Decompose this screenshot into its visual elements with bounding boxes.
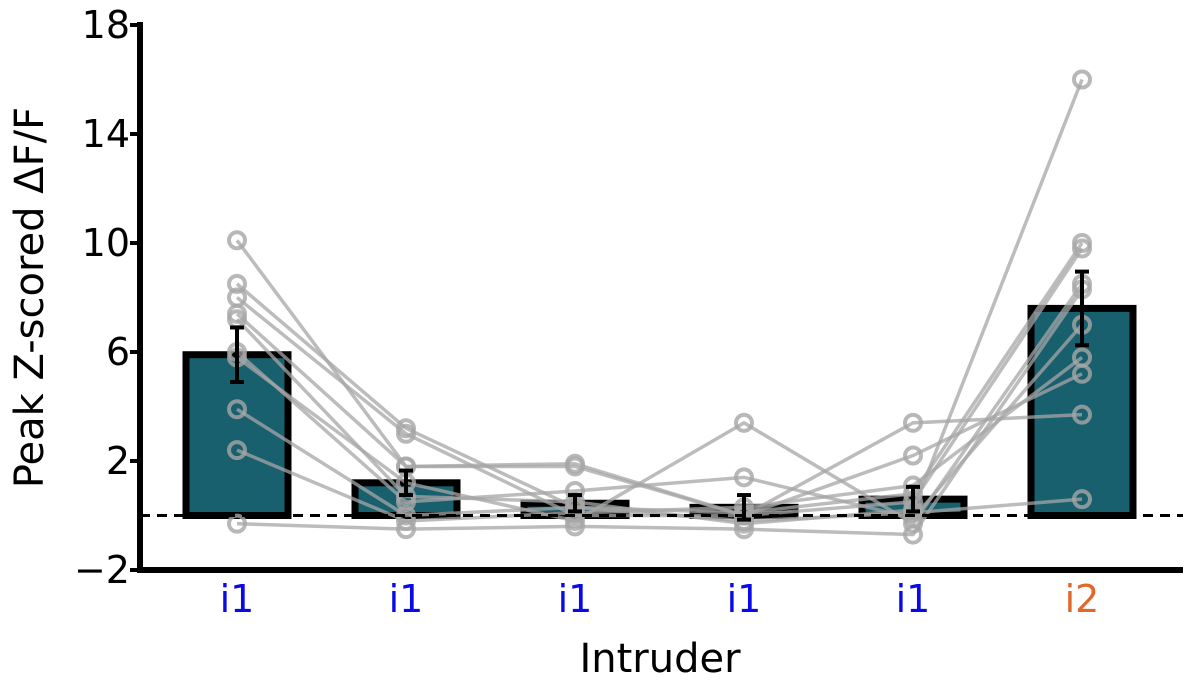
error-bar — [399, 468, 413, 498]
subject-point — [396, 510, 416, 531]
subject-point — [903, 524, 923, 545]
x-axis-title: Intruder — [579, 636, 741, 682]
subject-point — [1072, 347, 1092, 368]
subject-point — [565, 453, 585, 474]
subject-point — [1072, 404, 1092, 425]
x-tick-label: i1 — [389, 577, 424, 621]
subject-point — [227, 273, 247, 294]
subject-line — [236, 356, 1084, 523]
error-bar — [1075, 269, 1089, 348]
y-tick-label: 18 — [82, 3, 130, 47]
error-bar — [230, 325, 244, 384]
subject-point — [1072, 489, 1092, 510]
subject-point — [1072, 233, 1092, 253]
subject-point — [734, 412, 754, 433]
subject-point — [903, 412, 923, 433]
subject-point — [565, 516, 585, 537]
y-axis-title: Peak Z-scored ΔF/F — [7, 107, 53, 488]
y-tick-label: −2 — [74, 548, 130, 592]
subject-point — [903, 445, 923, 466]
x-tick-labels-layer: i1 i1 i1 i1 i1 i2 — [220, 577, 1100, 621]
subject-point — [396, 519, 416, 540]
x-tick-label: i2 — [1065, 577, 1100, 621]
subject-point — [1072, 69, 1092, 90]
subject-point — [227, 513, 247, 534]
subject-line — [235, 247, 1084, 518]
y-tick-label: 2 — [106, 439, 130, 483]
subject-point — [227, 399, 247, 420]
subject-line — [235, 282, 1084, 527]
y-tick-label: 6 — [106, 330, 130, 374]
error-bars-layer — [230, 269, 1089, 522]
y-tick-label: 10 — [82, 221, 130, 265]
subject-point — [227, 230, 247, 251]
y-ticks-layer: −2 2 6 10 14 18 — [74, 3, 140, 592]
error-bar — [906, 484, 920, 514]
subject-point — [734, 467, 754, 488]
subject-point — [396, 423, 416, 444]
x-tick-label: i1 — [558, 577, 593, 621]
y-tick-label: 14 — [82, 112, 130, 156]
subject-point — [227, 440, 247, 461]
subject-line — [236, 288, 1084, 537]
x-tick-label: i1 — [727, 577, 762, 621]
x-tick-label: i1 — [896, 577, 931, 621]
subject-line — [235, 78, 1084, 526]
x-tick-label: i1 — [220, 577, 255, 621]
error-bar — [568, 493, 582, 514]
subject-lines-layer — [227, 69, 1092, 545]
